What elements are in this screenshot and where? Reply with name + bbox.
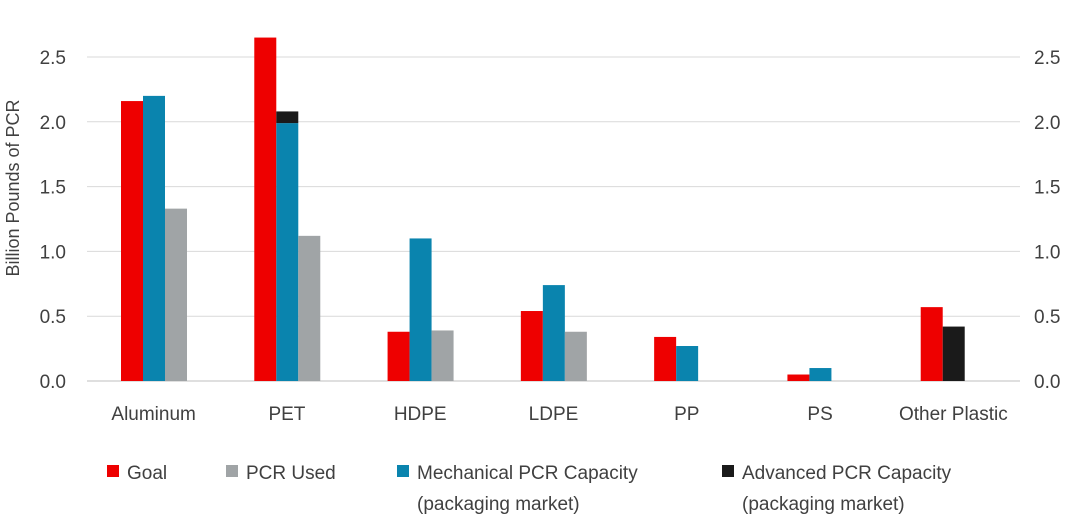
y-tick-label-left: 0.0 bbox=[40, 372, 66, 393]
y-tick-label-right: 1.5 bbox=[1034, 178, 1060, 199]
x-axis-ticks: Aluminum PET HDPE LDPE PP PS Other Plastic bbox=[111, 404, 1007, 425]
y-tick-label-left: 1.5 bbox=[40, 178, 66, 199]
legend-swatch bbox=[397, 465, 409, 477]
bar-advanced-capacity bbox=[276, 111, 299, 124]
legend-label: PCR Used bbox=[246, 463, 336, 484]
y-tick-label-left: 2.5 bbox=[40, 48, 66, 69]
y-axis-left-ticks: 0.0 0.5 1.0 1.5 2.0 2.5 bbox=[40, 48, 66, 393]
bar-pcr-used bbox=[564, 331, 587, 381]
bar-pcr-used bbox=[431, 330, 454, 381]
y-tick-label-left: 2.0 bbox=[40, 113, 66, 134]
x-tick-label: Aluminum bbox=[111, 404, 195, 425]
bar-goal bbox=[520, 311, 543, 381]
bar-pcr-used bbox=[298, 235, 321, 381]
gridlines bbox=[87, 56, 1020, 382]
bar-mechanical-capacity bbox=[276, 123, 299, 381]
legend-label: Goal bbox=[127, 463, 167, 484]
bar-advanced-capacity bbox=[942, 326, 965, 381]
bar-goal bbox=[920, 307, 943, 381]
y-tick-label-left: 0.5 bbox=[40, 307, 66, 328]
x-tick-label: HDPE bbox=[394, 404, 447, 425]
bar-goal bbox=[787, 374, 810, 381]
legend-swatch bbox=[107, 465, 119, 477]
bar-goal bbox=[654, 336, 677, 381]
bar-pcr-used bbox=[165, 208, 187, 381]
x-tick-label: PP bbox=[674, 404, 699, 425]
x-tick-label: PS bbox=[807, 404, 832, 425]
legend-swatch bbox=[226, 465, 238, 477]
y-axis-right-ticks: 0.0 0.5 1.0 1.5 2.0 2.5 bbox=[1034, 48, 1060, 393]
legend-swatch bbox=[722, 465, 734, 477]
bar-goal bbox=[121, 101, 143, 382]
y-tick-label-right: 1.0 bbox=[1034, 242, 1060, 263]
bar-mechanical-capacity bbox=[409, 238, 432, 381]
legend-label: Advanced PCR Capacity bbox=[742, 463, 952, 484]
legend-label: Mechanical PCR Capacity bbox=[417, 463, 638, 484]
legend: Goal PCR Used Mechanical PCR Capacity (pack… bbox=[107, 463, 952, 515]
bar-mechanical-capacity bbox=[676, 346, 699, 381]
y-tick-label-left: 1.0 bbox=[40, 242, 66, 263]
y-tick-label-right: 2.5 bbox=[1034, 48, 1060, 69]
legend-label-line2: (packaging market) bbox=[742, 494, 905, 515]
y-tick-label-right: 0.0 bbox=[1034, 372, 1060, 393]
bar-mechanical-capacity bbox=[143, 95, 165, 381]
x-tick-label: Other Plastic bbox=[899, 404, 1008, 425]
y-tick-label-right: 0.5 bbox=[1034, 307, 1060, 328]
x-tick-label: LDPE bbox=[529, 404, 579, 425]
legend-label-line2: (packaging market) bbox=[417, 494, 580, 515]
y-tick-label-right: 2.0 bbox=[1034, 113, 1060, 134]
bar-goal bbox=[387, 331, 410, 381]
x-tick-label: PET bbox=[268, 404, 305, 425]
y-axis-label: Billion Pounds of PCR bbox=[3, 99, 23, 276]
bar-mechanical-capacity bbox=[542, 285, 565, 381]
bar-goal bbox=[254, 37, 277, 382]
bars bbox=[121, 37, 965, 382]
bar-mechanical-capacity bbox=[809, 368, 832, 381]
